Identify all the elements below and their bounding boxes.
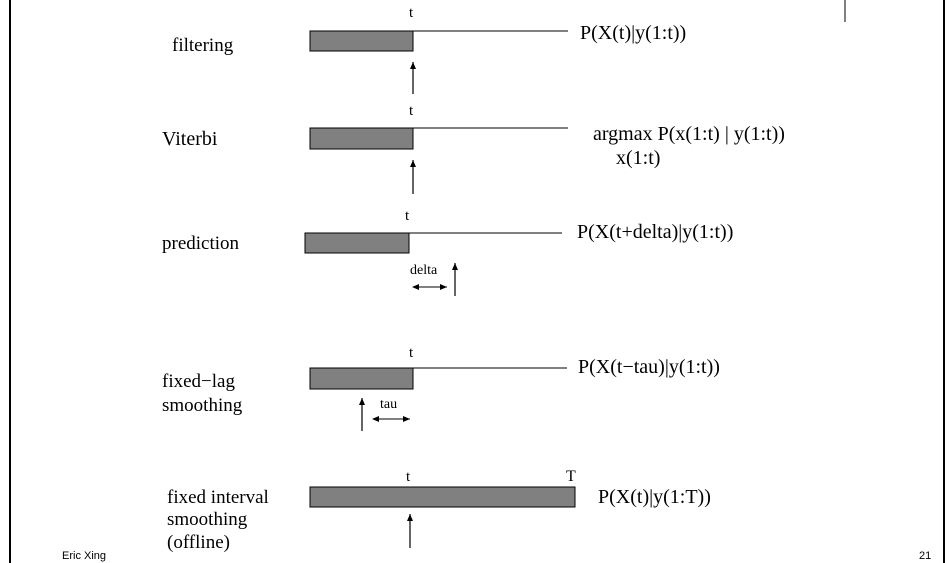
- offset-label-tau: tau: [380, 397, 397, 412]
- row-fixed-interval-smoothing: fixed interval smoothing (offline) t T P…: [167, 468, 711, 553]
- observed-bar: [309, 367, 414, 390]
- formula-viterbi-line1: argmax P(x(1:t) | y(1:t)): [593, 123, 785, 145]
- observed-bar: [309, 30, 414, 52]
- formula-prediction: P(X(t+delta)|y(1:t)): [577, 221, 733, 243]
- t-label: t: [406, 469, 411, 485]
- t-label: t: [409, 5, 414, 21]
- formula-viterbi-line2: x(1:t): [616, 147, 660, 169]
- row-prediction: prediction t delta P(X(t+delta)|y(1:t)): [162, 208, 733, 296]
- footer-page-number: 21: [919, 550, 931, 562]
- t-label: t: [409, 103, 414, 119]
- row-label-fixed-interval-line3: (offline): [167, 532, 230, 553]
- t-label: t: [409, 345, 414, 361]
- observed-bar: [309, 486, 576, 508]
- row-label-fixed-lag-line1: fixed−lag: [162, 371, 235, 392]
- row-label-fixed-interval-line2: smoothing: [167, 509, 248, 530]
- row-label-fixed-lag-line2: smoothing: [162, 395, 243, 416]
- t-label: t: [405, 208, 410, 224]
- row-fixed-lag-smoothing: fixed−lag smoothing t tau P(X(t−tau)|y(1…: [162, 345, 720, 431]
- formula-fixed-interval: P(X(t)|y(1:T)): [598, 486, 711, 508]
- observed-bar: [309, 127, 414, 150]
- row-label-filtering: filtering: [172, 35, 234, 56]
- formula-fixed-lag: P(X(t−tau)|y(1:t)): [578, 356, 720, 378]
- end-label-T: T: [566, 468, 576, 485]
- offset-label-delta: delta: [410, 263, 438, 278]
- observed-bar: [304, 232, 410, 254]
- row-label-fixed-interval-line1: fixed interval: [167, 487, 269, 508]
- formula-filtering: P(X(t)|y(1:t)): [580, 22, 686, 44]
- row-label-prediction: prediction: [162, 233, 240, 254]
- row-label-viterbi: Viterbi: [162, 128, 218, 150]
- row-viterbi: Viterbi t argmax P(x(1:t) | y(1:t)) x(1:…: [162, 103, 785, 194]
- row-filtering: filtering t P(X(t)|y(1:t)): [172, 5, 686, 94]
- footer-author: Eric Xing: [62, 550, 106, 562]
